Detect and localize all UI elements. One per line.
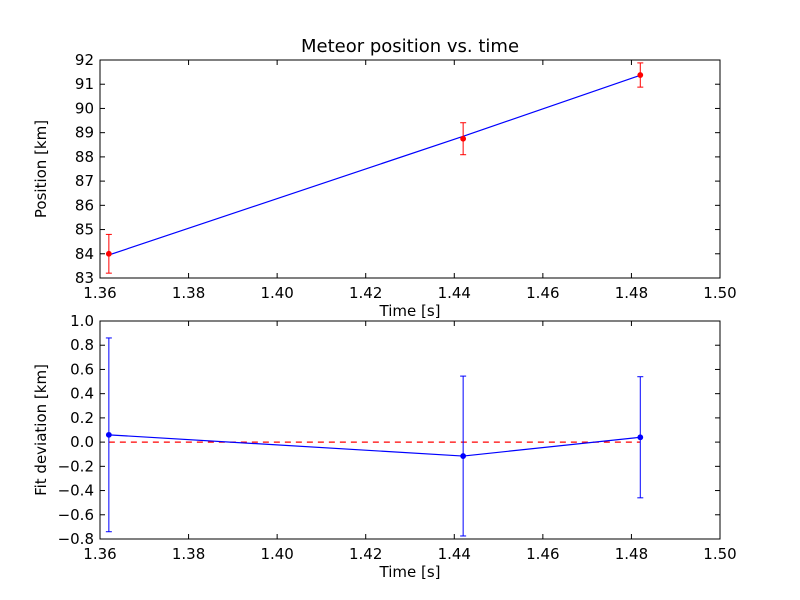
- y-tick-label: 0.0: [70, 433, 94, 451]
- x-tick-label: 1.48: [615, 284, 648, 302]
- y-tick-label: 83: [75, 269, 94, 287]
- data-point: [105, 250, 112, 257]
- x-axis-label: Time [s]: [379, 563, 441, 581]
- chart-panel-2: 1.36 1.38 1.40 1.42 1.44 1.46 1.48 1.50 −0.8 −0.6…: [32, 312, 737, 581]
- data-point: [460, 135, 467, 142]
- y-tick-label: 85: [75, 221, 94, 239]
- chart-title: Meteor position vs. time: [301, 36, 519, 57]
- y-tick-label: 1.0: [70, 312, 94, 330]
- data-point: [460, 453, 467, 459]
- y-tick-label: 84: [75, 245, 94, 263]
- series-fit-line: [108, 74, 641, 256]
- y-tick-label: −0.2: [58, 457, 94, 475]
- y-tick-label: −0.6: [58, 506, 94, 524]
- x-tick-label: 1.36: [83, 284, 116, 302]
- x-tick-label: 1.38: [172, 545, 205, 563]
- series-points-with-errorbars: [105, 62, 644, 274]
- y-tick-label: 91: [75, 75, 94, 93]
- x-tick-label: 1.50: [703, 545, 736, 563]
- y-tick-label: −0.8: [58, 530, 94, 548]
- y-tick-label: 0.6: [70, 360, 94, 378]
- x-tick-label: 1.44: [438, 545, 471, 563]
- plot-frame: [99, 320, 721, 540]
- y-tick-label: 0.2: [70, 409, 94, 427]
- y-tick-label: 88: [75, 148, 94, 166]
- data-point: [637, 434, 644, 441]
- y-tick-label: 0.4: [70, 385, 94, 403]
- x-tick-label: 1.50: [703, 284, 736, 302]
- y-tick-label: 0.8: [70, 336, 94, 354]
- x-tick-label: 1.46: [526, 284, 559, 302]
- x-tick-label: 1.42: [349, 545, 382, 563]
- x-tick-label: 1.40: [260, 545, 293, 563]
- y-tick-label: 89: [75, 124, 94, 142]
- data-point: [105, 431, 112, 438]
- chart-panel-1: 1.36 1.38 1.40 1.42 1.44 1.46 1.48 1.50 83 84 85 86…: [32, 36, 737, 320]
- x-tick-label: 1.38: [172, 284, 205, 302]
- x-tick-label: 1.48: [615, 545, 648, 563]
- x-tick-label: 1.40: [260, 284, 293, 302]
- y-tick-label: 87: [75, 172, 94, 190]
- plot-frame: [99, 59, 721, 279]
- x-axis-label: Time [s]: [379, 302, 441, 320]
- fit-line: [108, 74, 641, 256]
- x-tick-label: 1.44: [438, 284, 471, 302]
- x-tick-label: 1.46: [526, 545, 559, 563]
- y-axis-label: Fit deviation [km]: [32, 364, 50, 496]
- x-tick-label: 1.42: [349, 284, 382, 302]
- y-tick-label: 92: [75, 51, 94, 69]
- y-tick-label: 86: [75, 196, 94, 214]
- data-point: [637, 72, 644, 78]
- y-tick-label: 90: [75, 99, 94, 117]
- deviation-line: [108, 434, 641, 457]
- y-axis-label: Position [km]: [32, 120, 50, 218]
- y-tick-label: −0.4: [58, 482, 94, 500]
- x-tick-label: 1.36: [83, 545, 116, 563]
- series-points-with-errorbars: [105, 337, 644, 537]
